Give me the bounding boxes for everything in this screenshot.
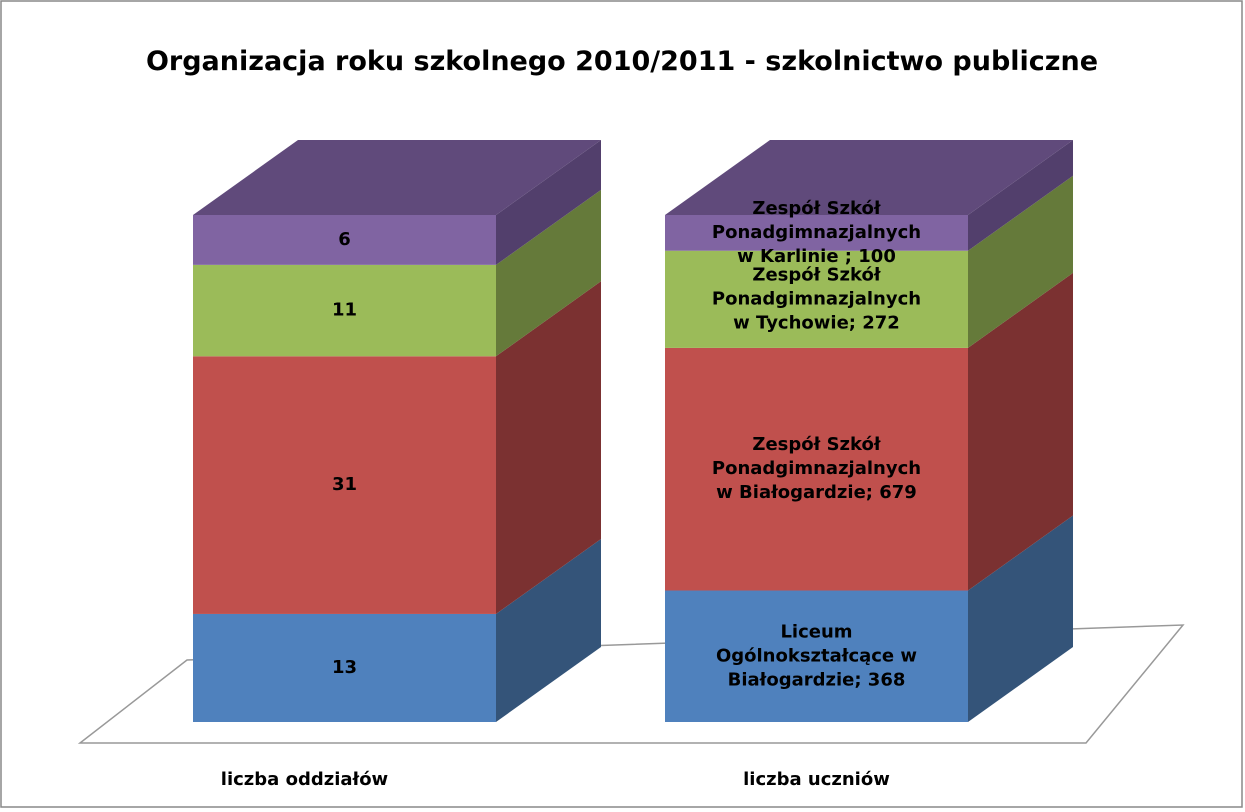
- bar-side: [968, 272, 1073, 591]
- data-label: 11: [332, 300, 357, 321]
- bar-front: [665, 215, 968, 251]
- data-label: 6: [338, 229, 351, 250]
- x-tick-label: liczba uczniów: [743, 769, 890, 790]
- bar-side: [496, 538, 601, 722]
- data-label: Zespół Szkół Ponadgimnazjalnych w Białogar…: [712, 434, 921, 503]
- bar-front: [665, 347, 968, 591]
- bar-side: [496, 140, 601, 265]
- bar-front: [193, 613, 496, 722]
- bar-front: [193, 215, 496, 265]
- data-label: Liceum Ogólnokształcące w Białogardzie; 36…: [716, 621, 917, 690]
- x-tick-label: liczba oddziałów: [221, 769, 388, 790]
- data-label: Zespół Szkół Ponadgimnazjalnych w Tychowie…: [712, 264, 921, 333]
- bar-side: [968, 175, 1073, 348]
- bar-side: [496, 281, 601, 614]
- bar-front: [665, 590, 968, 722]
- bar-front: [193, 356, 496, 614]
- data-label: 13: [332, 657, 357, 678]
- bar-side: [968, 140, 1073, 251]
- bar-side: [968, 515, 1073, 722]
- bar-top: [665, 140, 1073, 215]
- bar-front: [193, 264, 496, 357]
- bar-top: [193, 140, 601, 215]
- bar-front: [665, 250, 968, 348]
- chart-title: Organizacja roku szkolnego 2010/2011 - s…: [146, 46, 1098, 77]
- data-label: 31: [332, 474, 357, 495]
- bar-side: [496, 189, 601, 357]
- data-label: Zespół Szkół Ponadgimnazjalnych w Karlinie…: [712, 198, 921, 267]
